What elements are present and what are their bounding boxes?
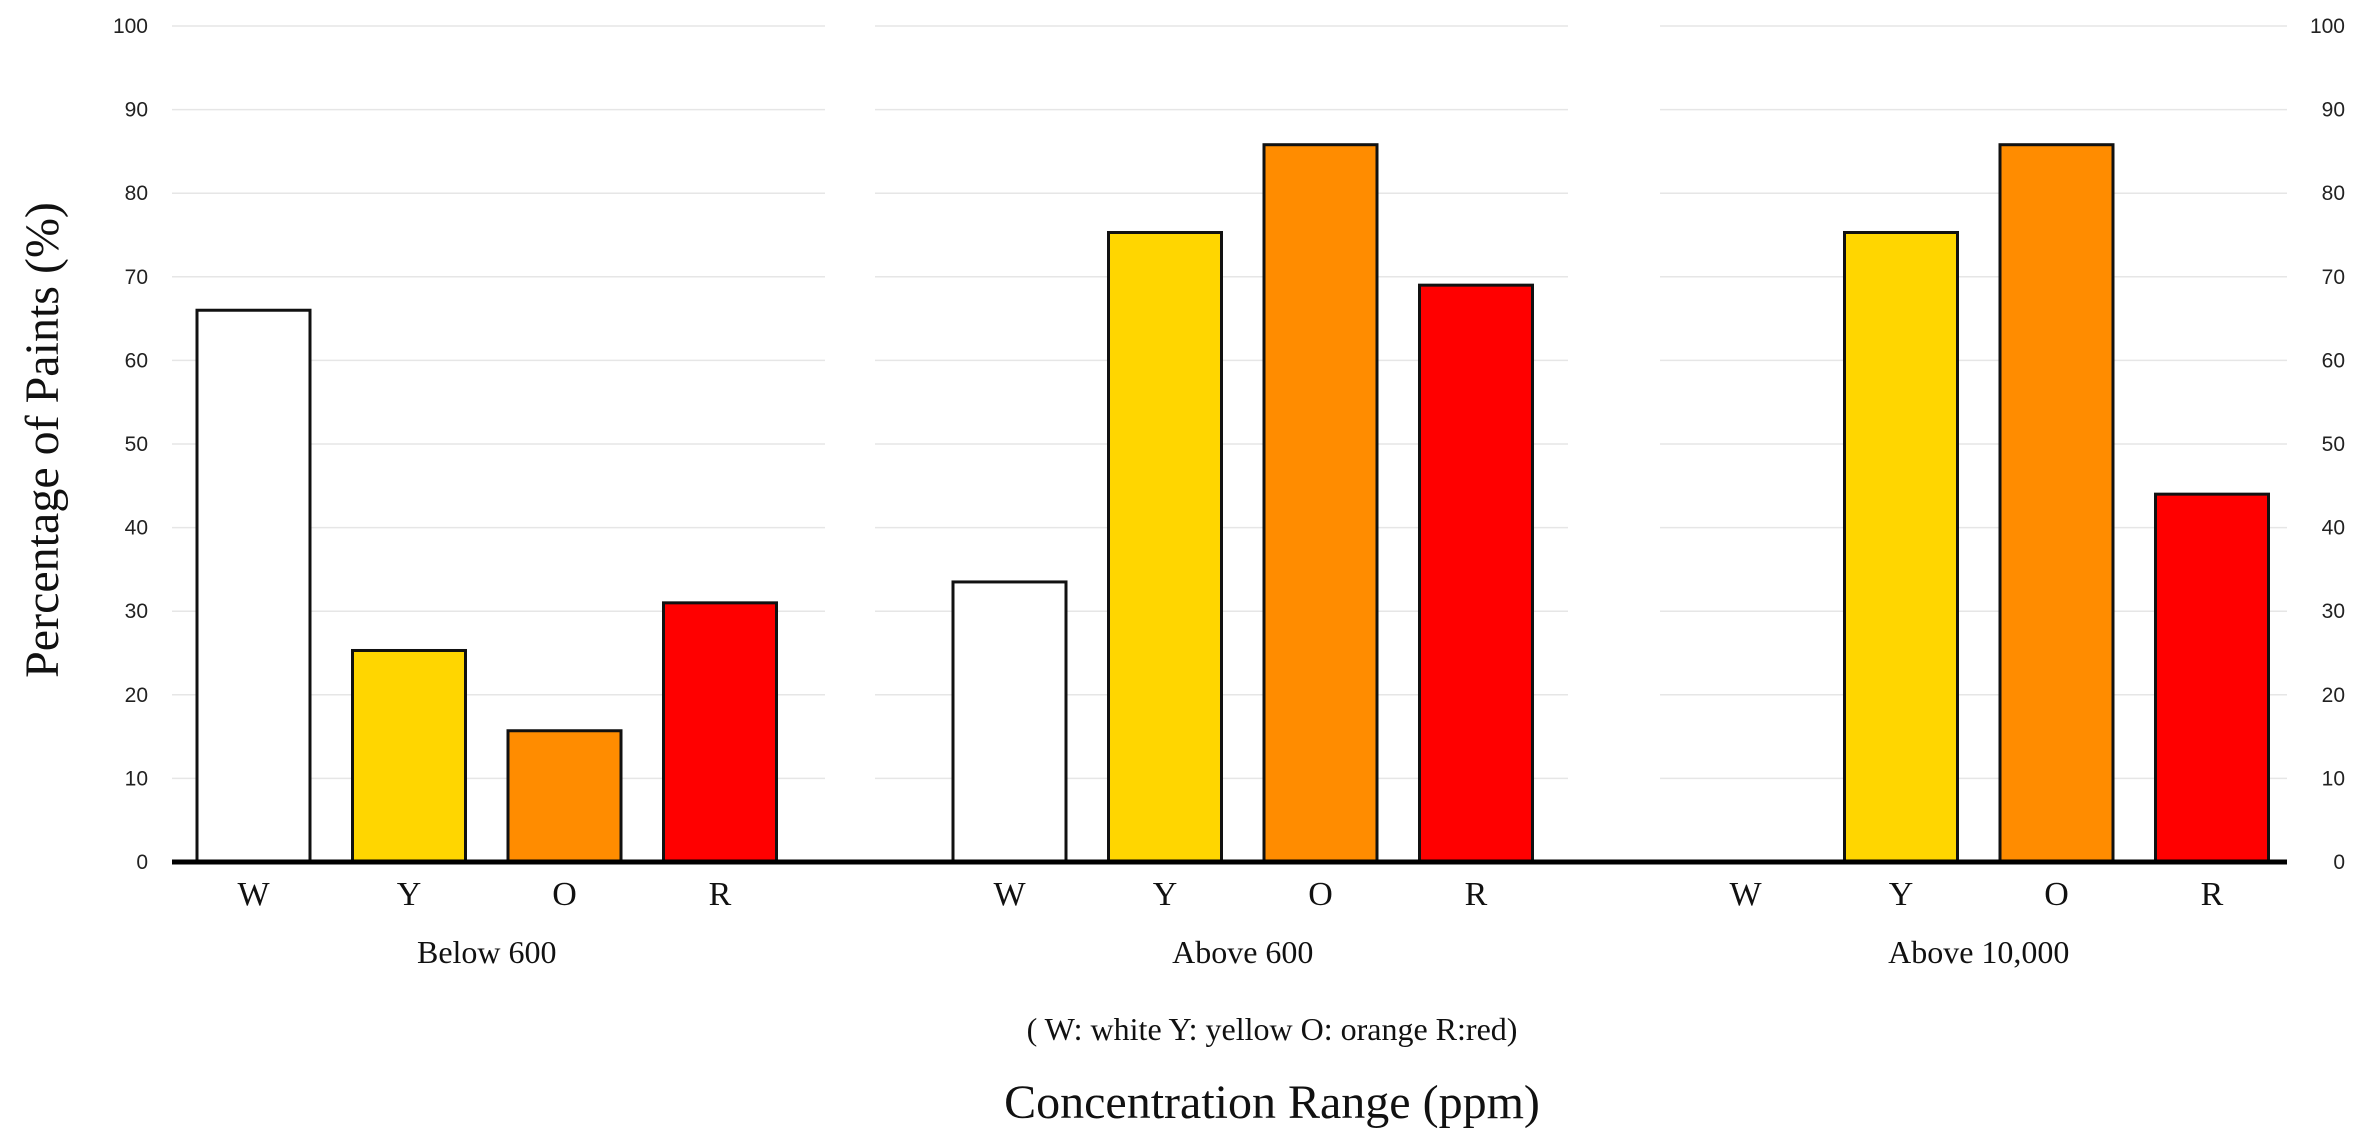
gridlines [172,25,2287,780]
right-y-tick-label: 70 [2322,266,2345,289]
bar [2154,492,2270,864]
bar [1998,143,2115,864]
left-y-tick-label: 50 [125,433,148,456]
right-y-axis-ticks: 0 10 20 30 40 50 60 70 80 90 100 [2310,15,2345,874]
bar [351,648,467,864]
left-y-axis-ticks: 0 10 20 30 40 50 60 70 80 90 100 [113,15,148,874]
category-tick-label: Y [1889,876,1914,913]
right-y-tick-label: 30 [2322,600,2345,623]
category-tick-label: R [1465,876,1488,913]
left-y-tick-label: 40 [125,517,148,540]
right-y-tick-label: 20 [2322,684,2345,707]
left-y-tick-label: 30 [125,600,148,623]
category-tick-label: R [2201,876,2224,913]
left-y-tick-label: 90 [125,99,148,122]
category-tick-label: W [237,876,270,913]
category-tick-label: W [1729,876,1762,913]
bar [195,308,312,864]
category-tick-label: O [2044,876,2069,913]
bar [1107,230,1223,864]
left-y-tick-label: 10 [125,767,148,790]
right-y-tick-label: 60 [2322,349,2345,372]
category-tick-label: W [993,876,1026,913]
category-tick-label: Y [1153,876,1178,913]
group-label: Above 10,000 [1888,934,2069,970]
bar [506,729,623,864]
y-axis-label: Percentage of Paints (%) [16,202,69,678]
left-y-tick-label: 60 [125,349,148,372]
category-tick-label: O [552,876,577,913]
right-y-tick-label: 40 [2322,517,2345,540]
legend-note: ( W: white Y: yellow O: orange R:red) [1027,1011,1518,1047]
right-y-tick-label: 50 [2322,433,2345,456]
bars [195,143,2270,864]
category-tick-label: R [709,876,732,913]
right-y-tick-label: 90 [2322,99,2345,122]
bar [662,601,778,864]
bar [951,580,1068,864]
left-y-tick-label: 20 [125,684,148,707]
bar [1418,283,1534,864]
group-label: Above 600 [1172,934,1313,970]
bar [1843,230,1959,864]
left-y-tick-label: 0 [136,851,148,874]
left-y-tick-label: 70 [125,266,148,289]
category-tick-label: Y [397,876,422,913]
right-y-tick-label: 0 [2333,851,2345,874]
right-y-tick-label: 80 [2322,182,2345,205]
group-label: Below 600 [417,934,557,970]
category-tick-label: O [1308,876,1333,913]
x-axis-label: Concentration Range (ppm) [1004,1076,1540,1129]
left-y-tick-label: 80 [125,182,148,205]
left-y-tick-label: 100 [113,15,148,38]
right-y-tick-label: 10 [2322,767,2345,790]
bar [1262,143,1379,864]
group-labels: Below 600 Above 600 Above 10,000 [417,934,2069,970]
right-y-tick-label: 100 [2310,15,2345,38]
